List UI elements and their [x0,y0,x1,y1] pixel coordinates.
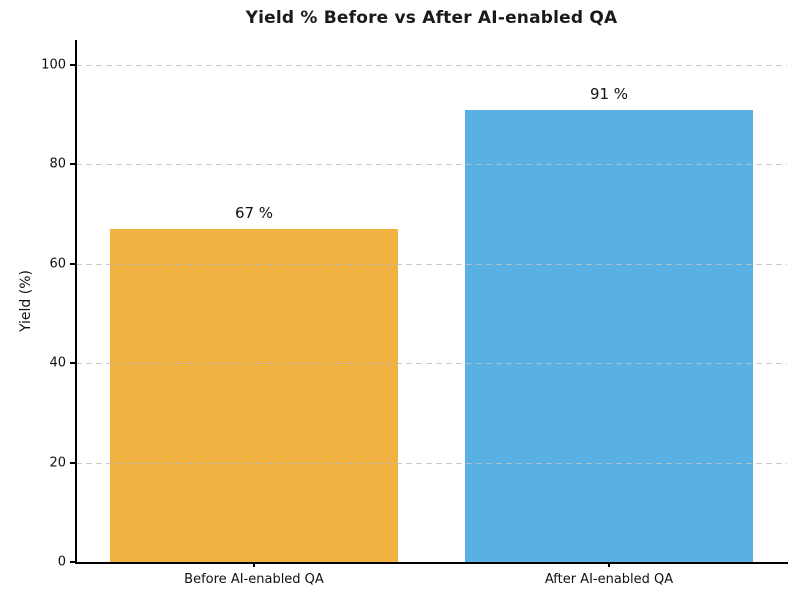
gridline-y-60 [76,264,787,265]
x-axis-spine [75,562,788,564]
x-tick-mark-1 [608,562,610,567]
bar-0 [110,229,398,562]
x-tick-label-1: After AI-enabled QA [544,572,674,587]
plot-area: 67 % 91 % [75,40,788,564]
y-tick-label-40: 40 [49,355,66,371]
y-axis-label: Yield (%) [18,269,34,333]
y-tick-mark-40 [70,362,75,364]
gridline-y-100 [76,65,787,66]
bar-1 [465,110,753,562]
gridline-y-20 [76,463,787,464]
x-tick-label-0: Before AI-enabled QA [184,572,324,587]
y-tick-mark-100 [70,64,75,66]
x-tick-mark-0 [253,562,255,567]
bar-value-label-0: 67 % [234,204,274,222]
chart-title: Yield % Before vs After AI-enabled QA [245,8,618,28]
bar-value-label-1: 91 % [589,85,629,103]
y-tick-label-20: 20 [49,455,66,471]
y-tick-mark-60 [70,263,75,265]
y-tick-mark-0 [70,561,75,563]
y-tick-label-100: 100 [41,57,66,73]
y-tick-mark-20 [70,462,75,464]
y-axis-spine [75,40,77,564]
y-tick-mark-80 [70,163,75,165]
gridline-y-40 [76,363,787,364]
y-tick-label-60: 60 [49,256,66,272]
y-tick-label-0: 0 [57,554,66,570]
y-tick-label-80: 80 [49,156,66,172]
gridline-y-80 [76,164,787,165]
